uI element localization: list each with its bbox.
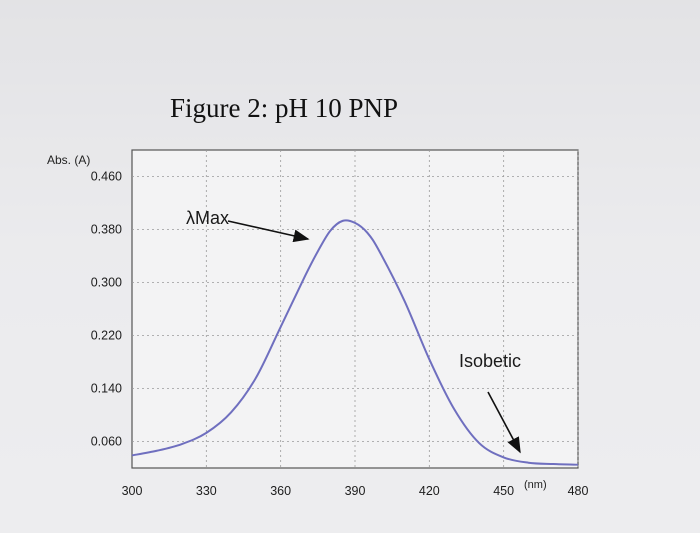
y-tick-label: 0.140 bbox=[91, 382, 122, 396]
isobetic-label: Isobetic bbox=[459, 351, 521, 371]
x-tick-labels: 300 330 360 390 420 450 480 bbox=[122, 484, 589, 498]
y-tick-label: 0.220 bbox=[91, 329, 122, 343]
lambda-max-arrow bbox=[227, 220, 310, 243]
y-tick-labels: 0.060 0.140 0.220 0.300 0.380 0.460 bbox=[91, 170, 122, 449]
y-tick-label: 0.300 bbox=[91, 276, 122, 290]
y-tick-label: 0.060 bbox=[91, 435, 122, 449]
chart-title: Figure 2: pH 10 PNP bbox=[170, 93, 398, 123]
x-tick-label: 480 bbox=[568, 484, 589, 498]
grid-lines bbox=[132, 150, 579, 468]
isobetic-arrow bbox=[487, 391, 521, 454]
x-tick-label: 300 bbox=[122, 484, 143, 498]
x-axis-unit: (nm) bbox=[524, 479, 547, 491]
absorbance-curve bbox=[131, 219, 579, 466]
x-tick-label: 330 bbox=[196, 484, 217, 498]
lambda-max-label: λMax bbox=[186, 208, 229, 228]
y-tick-label: 0.460 bbox=[91, 170, 122, 184]
x-tick-label: 450 bbox=[493, 484, 514, 498]
y-axis-label: Abs. (A) bbox=[47, 153, 90, 167]
x-tick-label: 390 bbox=[345, 484, 366, 498]
x-tick-label: 360 bbox=[270, 484, 291, 498]
x-tick-label: 420 bbox=[419, 484, 440, 498]
y-tick-label: 0.380 bbox=[91, 223, 122, 237]
